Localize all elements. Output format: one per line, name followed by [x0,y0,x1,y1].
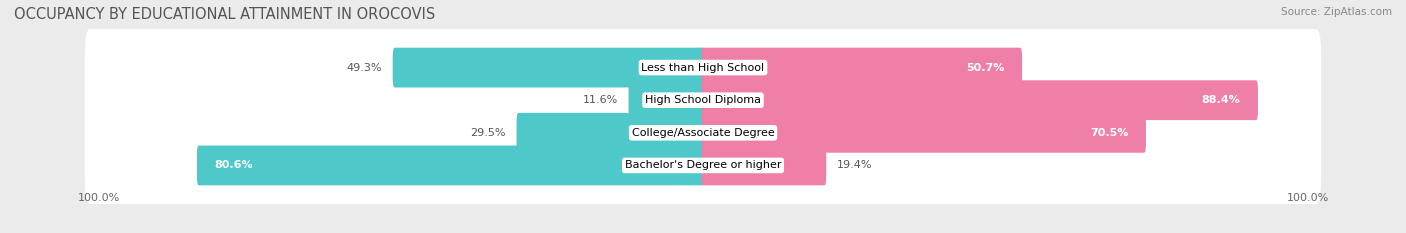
FancyBboxPatch shape [84,62,1322,139]
FancyBboxPatch shape [702,80,1258,120]
FancyBboxPatch shape [84,94,1322,171]
Text: Less than High School: Less than High School [641,63,765,72]
Text: Source: ZipAtlas.com: Source: ZipAtlas.com [1281,7,1392,17]
FancyBboxPatch shape [628,80,704,120]
Text: High School Diploma: High School Diploma [645,95,761,105]
Text: 100.0%: 100.0% [77,193,120,203]
FancyBboxPatch shape [392,48,704,87]
Text: 50.7%: 50.7% [966,63,1004,72]
Text: Bachelor's Degree or higher: Bachelor's Degree or higher [624,161,782,170]
Text: 11.6%: 11.6% [582,95,617,105]
Text: 49.3%: 49.3% [346,63,382,72]
FancyBboxPatch shape [84,29,1322,106]
FancyBboxPatch shape [702,113,1146,153]
FancyBboxPatch shape [702,146,827,185]
Text: 88.4%: 88.4% [1202,95,1240,105]
FancyBboxPatch shape [84,127,1322,204]
Text: 70.5%: 70.5% [1090,128,1129,138]
Text: 80.6%: 80.6% [214,161,253,170]
FancyBboxPatch shape [516,113,704,153]
FancyBboxPatch shape [702,48,1022,87]
FancyBboxPatch shape [197,146,704,185]
Text: OCCUPANCY BY EDUCATIONAL ATTAINMENT IN OROCOVIS: OCCUPANCY BY EDUCATIONAL ATTAINMENT IN O… [14,7,436,22]
Text: 19.4%: 19.4% [837,161,872,170]
Text: 29.5%: 29.5% [471,128,506,138]
Text: 100.0%: 100.0% [1286,193,1329,203]
Text: College/Associate Degree: College/Associate Degree [631,128,775,138]
